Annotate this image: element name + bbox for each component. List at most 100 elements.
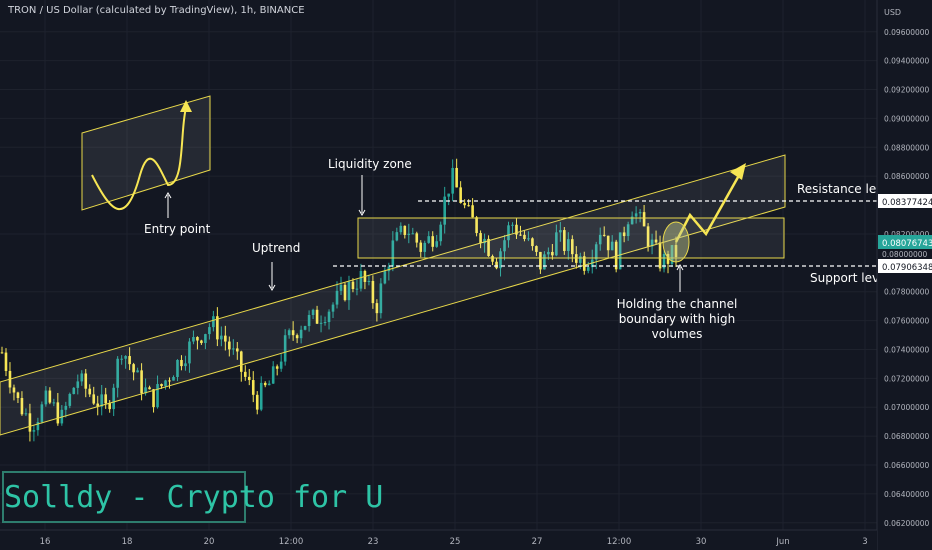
price-tick-label: 0.09400000 — [884, 57, 930, 66]
candle-body — [582, 256, 586, 271]
candle-body — [419, 242, 423, 252]
candle-body — [371, 280, 375, 304]
candle-body — [355, 288, 359, 290]
candle-body — [387, 266, 391, 272]
candle-body — [567, 239, 570, 251]
candle-body — [64, 405, 68, 410]
candle-body — [459, 187, 462, 204]
candle-body — [638, 212, 642, 214]
time-tick-label: 27 — [532, 537, 543, 547]
candle-body — [642, 212, 646, 227]
time-tick-label: 20 — [204, 537, 215, 547]
liquidity-zone-pointer-head — [358, 209, 366, 216]
price-axis[interactable]: USD 0.09600000 0.09400000 0.09200000 0.0900… — [876, 0, 932, 550]
candle-body — [563, 230, 566, 251]
candle-body — [411, 233, 415, 235]
time-tick-label: 12:00 — [607, 537, 632, 547]
candle-body — [555, 232, 558, 256]
candle-body — [323, 322, 327, 324]
candle-body — [28, 413, 32, 432]
price-axis-unit: USD — [884, 8, 901, 17]
candle-body — [598, 234, 602, 245]
candle-body — [220, 335, 223, 340]
candle-body — [68, 393, 72, 406]
candle-body — [112, 387, 115, 410]
price-tick-label: 0.08600000 — [884, 172, 930, 181]
candle-body — [539, 251, 542, 270]
candle-body — [20, 397, 24, 415]
candle-body — [104, 394, 107, 404]
ascending-channel — [0, 154, 786, 436]
candle-body — [275, 366, 279, 369]
candle-body — [658, 242, 662, 269]
candle-body — [367, 280, 371, 282]
holding-label-line-3: volumes — [652, 327, 703, 341]
candle-body — [503, 240, 506, 252]
candle-body — [666, 253, 670, 264]
time-tick-label: 18 — [122, 537, 133, 547]
candle-body — [16, 392, 20, 398]
candle-body — [527, 238, 530, 240]
candle-body — [343, 284, 347, 301]
price-tick-label: 0.06200000 — [884, 519, 930, 528]
candle-body — [267, 383, 271, 386]
time-tick-label: Jun — [775, 537, 789, 547]
candle-body — [236, 348, 239, 352]
candle-body — [339, 284, 343, 291]
time-tick-label: 12:00 — [279, 537, 304, 547]
price-tick-label: 0.06600000 — [884, 461, 930, 470]
holding-pointer-head — [676, 264, 684, 271]
candle-body — [423, 242, 427, 252]
candle-body — [243, 371, 247, 377]
candle-body — [291, 330, 295, 336]
price-tick-label: 0.09600000 — [884, 28, 930, 37]
schematic-price-path — [91, 107, 187, 211]
candle-body — [523, 234, 526, 240]
candle-body — [515, 224, 518, 235]
candle-body — [415, 233, 419, 243]
candle-body — [208, 327, 211, 335]
candle-body — [439, 224, 442, 242]
time-tick-label: 30 — [696, 537, 707, 547]
grid-lines — [0, 0, 877, 530]
candle-body — [519, 234, 522, 236]
candle-body — [602, 234, 606, 236]
candle-body — [247, 376, 251, 381]
candle-body — [578, 256, 582, 263]
candle-body — [108, 403, 111, 410]
candle-body — [76, 381, 80, 388]
projection-arrow — [674, 169, 744, 243]
candle-body — [327, 311, 331, 323]
candle-body — [491, 256, 494, 262]
candle-body — [451, 167, 454, 194]
candle-body — [307, 315, 311, 327]
candle-body — [543, 254, 546, 270]
chart-title: TRON / US Dollar (calculated by TradingV… — [8, 5, 305, 16]
candle-body — [531, 238, 534, 247]
candle-body — [224, 335, 227, 342]
candle-body — [116, 358, 119, 388]
candle-body — [4, 352, 8, 371]
candle-body — [36, 422, 40, 431]
resistance-price-tag-bg — [878, 194, 932, 208]
candle-body — [547, 251, 550, 255]
candle-body — [331, 304, 335, 312]
candle-body — [124, 356, 127, 359]
price-tick-label: 0.07400000 — [884, 345, 930, 354]
price-tick-label: 0.07000000 — [884, 403, 930, 412]
candle-body — [92, 394, 96, 404]
candle-body — [184, 363, 187, 367]
candle-body — [463, 203, 466, 206]
price-tick-label: 0.07200000 — [884, 374, 930, 383]
candle-body — [44, 390, 48, 405]
candle-body — [128, 356, 131, 365]
candle-body — [654, 239, 658, 243]
candle-body — [347, 281, 351, 301]
candle-body — [467, 205, 470, 207]
price-tick-label: 0.07800000 — [884, 288, 930, 297]
price-tick-label: 0.08200000 — [884, 230, 930, 239]
candle-body — [100, 394, 104, 407]
price-tick-080: 0.08000000 — [882, 250, 928, 259]
